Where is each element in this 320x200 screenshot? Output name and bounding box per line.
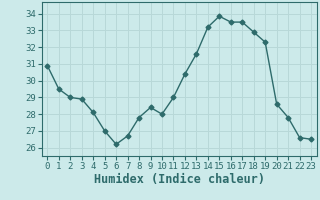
X-axis label: Humidex (Indice chaleur): Humidex (Indice chaleur) — [94, 173, 265, 186]
